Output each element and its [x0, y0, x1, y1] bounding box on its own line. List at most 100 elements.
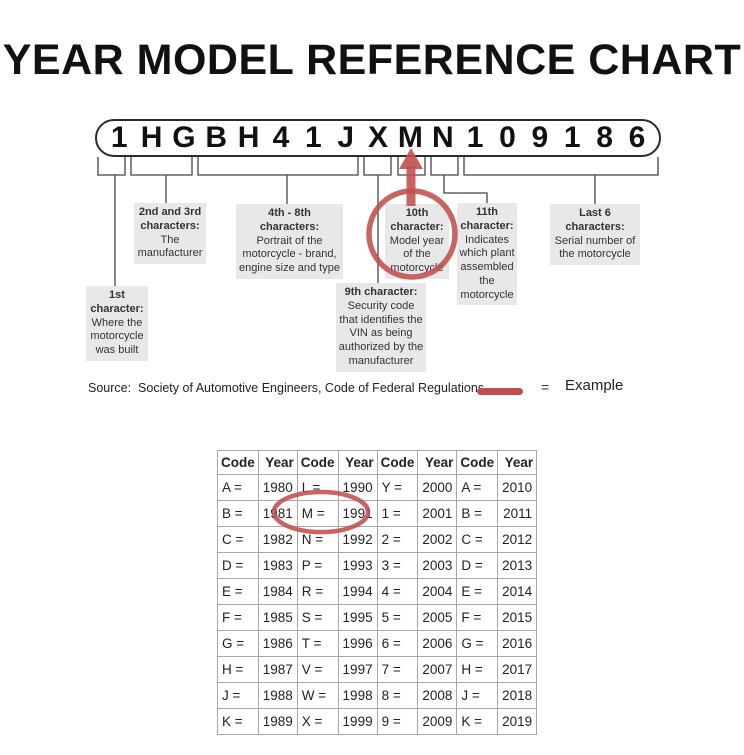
- callout-heading: 10th character:: [390, 207, 444, 233]
- year-cell: 2003: [417, 552, 458, 579]
- callout-body: Portrait of the motorcycle - brand, engi…: [239, 234, 340, 275]
- table-row: H = 1987 V = 1997 7 = 2007 H = 2017: [217, 656, 538, 683]
- code-cell: H =: [217, 656, 259, 683]
- vin-character: 1: [110, 121, 128, 154]
- code-cell: 5 =: [376, 604, 419, 631]
- table-row: F = 1985 S = 1995 5 = 2005 F = 2015: [217, 604, 538, 631]
- year-cell: 1995: [337, 604, 378, 631]
- vin-character: J: [337, 121, 355, 154]
- column-header: Year: [337, 450, 378, 475]
- code-cell: G =: [217, 630, 259, 657]
- code-cell: 4 =: [376, 578, 419, 605]
- bracket-char-11: [430, 157, 459, 176]
- table-row: J = 1988 W = 1998 8 = 2008 J = 2018: [217, 682, 538, 709]
- year-cell: 2000: [417, 474, 458, 501]
- callout-heading: 9th character:: [344, 286, 418, 298]
- code-cell: A =: [456, 474, 499, 501]
- year-cell: 1994: [337, 578, 378, 605]
- year-cell: 2006: [417, 630, 458, 657]
- year-cell: 2011: [497, 500, 538, 527]
- vin-character: H: [237, 121, 260, 154]
- callout-last-six-characters: Last 6 characters: Serial number of the …: [550, 204, 640, 265]
- year-cell: 1991: [337, 500, 378, 527]
- year-cell: 2019: [497, 708, 538, 735]
- year-cell: 1999: [337, 708, 378, 735]
- year-cell: 2002: [417, 526, 458, 553]
- column-header: Year: [257, 450, 298, 475]
- year-cell: 2008: [417, 682, 458, 709]
- column-header: Code: [217, 450, 259, 475]
- code-cell: Y =: [376, 474, 419, 501]
- vin-character: 1: [563, 121, 581, 154]
- year-cell: 2015: [497, 604, 538, 631]
- callout-fourth-eighth-characters: 4th - 8th characters: Portrait of the mo…: [236, 204, 343, 279]
- callout-body: Serial number of the motorcycle: [554, 234, 636, 261]
- vin-character: 4: [272, 121, 290, 154]
- callout-first-character: 1st character: Where the motorcycle was …: [86, 286, 148, 361]
- vin-character: H: [140, 121, 163, 154]
- year-cell: 2007: [417, 656, 458, 683]
- code-cell: J =: [217, 682, 259, 709]
- year-cell: 2005: [417, 604, 458, 631]
- callout-heading: 11th character:: [460, 206, 514, 232]
- year-cell: 2014: [497, 578, 538, 605]
- connector-eleventh: [443, 175, 488, 203]
- callout-ninth-character: 9th character: Security code that identi…: [336, 283, 426, 372]
- year-cell: 1996: [337, 630, 378, 657]
- year-cell: 1985: [257, 604, 298, 631]
- code-cell: W =: [296, 682, 339, 709]
- year-cell: 1986: [257, 630, 298, 657]
- year-cell: 1998: [337, 682, 378, 709]
- vin-character: 8: [596, 121, 613, 154]
- callout-body: Where the motorcycle was built: [90, 316, 144, 357]
- code-cell: D =: [456, 552, 499, 579]
- year-cell: 2004: [417, 578, 458, 605]
- callout-heading: 1st character:: [90, 289, 144, 315]
- code-cell: F =: [456, 604, 499, 631]
- year-cell: 2012: [497, 526, 538, 553]
- table-header-row: Code Year Code Year Code Year Code Year: [217, 450, 538, 475]
- example-label: Example: [565, 377, 624, 394]
- example-line-icon: [477, 388, 523, 395]
- code-cell: F =: [217, 604, 259, 631]
- code-cell: D =: [217, 552, 259, 579]
- year-cell: 2009: [417, 708, 458, 735]
- code-cell: 1 =: [376, 500, 419, 527]
- code-cell: J =: [456, 682, 499, 709]
- vin-character: M: [397, 121, 423, 154]
- code-cell: K =: [217, 708, 259, 735]
- code-cell: R =: [296, 578, 339, 605]
- bracket-char-9: [363, 157, 392, 176]
- code-cell: V =: [296, 656, 339, 683]
- callout-body: Model year of the motorcycle: [389, 234, 445, 275]
- table-row: A = 1980 L = 1990 Y = 2000 A = 2010: [217, 474, 538, 501]
- year-cell: 2013: [497, 552, 538, 579]
- vin-character: N: [431, 121, 454, 154]
- callout-tenth-character: 10th character: Model year of the motorc…: [385, 204, 449, 279]
- code-cell: 6 =: [376, 630, 419, 657]
- vin-character: X: [368, 121, 389, 154]
- table-row: K = 1989 X = 1999 9 = 2009 K = 2019: [217, 708, 538, 735]
- year-cell: 1987: [257, 656, 298, 683]
- code-cell: S =: [296, 604, 339, 631]
- column-header: Year: [497, 450, 538, 475]
- source-text: Source: Society of Automotive Engineers,…: [88, 381, 485, 395]
- code-cell: T =: [296, 630, 339, 657]
- year-cell: 1997: [337, 656, 378, 683]
- code-cell: B =: [217, 500, 259, 527]
- year-cell: 2016: [497, 630, 538, 657]
- callout-heading: 4th - 8th characters:: [259, 207, 320, 233]
- code-cell: 8 =: [376, 682, 419, 709]
- code-cell: M =: [296, 500, 339, 527]
- callout-body: Indicates which plant assembled the moto…: [459, 233, 515, 301]
- code-cell: P =: [296, 552, 339, 579]
- year-cell: 1982: [257, 526, 298, 553]
- callout-heading: Last 6 characters:: [565, 207, 625, 233]
- vin-character: 6: [628, 121, 646, 154]
- year-cell: 1988: [257, 682, 298, 709]
- code-cell: N =: [296, 526, 339, 553]
- year-cell: 1990: [337, 474, 378, 501]
- code-cell: 9 =: [376, 708, 419, 735]
- callout-heading: 2nd and 3rd characters:: [138, 206, 202, 232]
